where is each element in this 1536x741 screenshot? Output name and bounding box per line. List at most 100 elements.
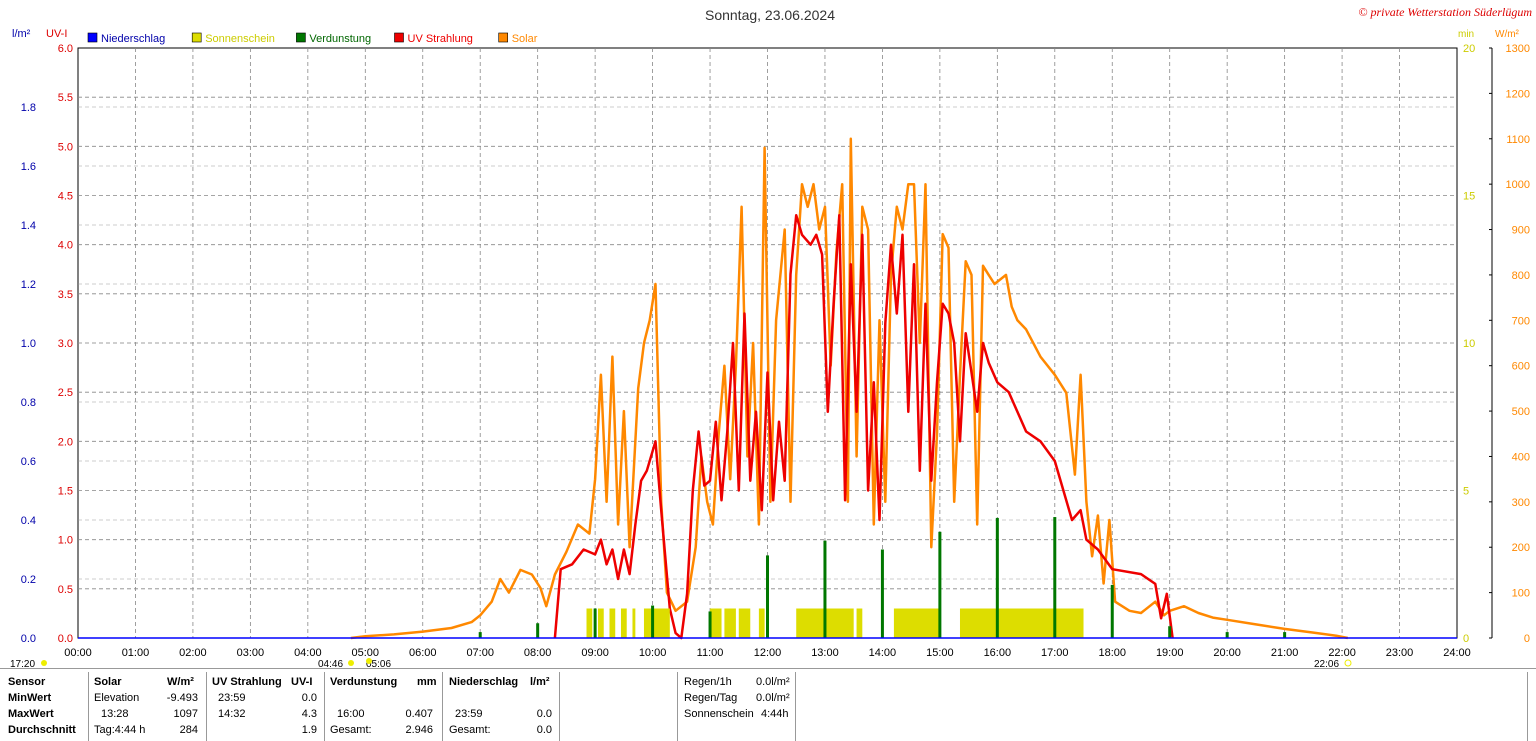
rain-tick-label: 1.8 <box>21 102 36 114</box>
summary-rain-hour-label: Regen/1h <box>684 676 732 688</box>
x-tick-label: 09:00 <box>581 647 609 659</box>
uv-tick-label: 6.0 <box>58 43 73 55</box>
x-tick-label: 15:00 <box>926 647 954 659</box>
solar-tick-label: 0 <box>1524 633 1530 645</box>
header-uv-unit: UV-I <box>291 676 313 688</box>
sunshine-bar <box>586 608 593 638</box>
rain-tick-label: 0.8 <box>21 397 36 409</box>
uv-tick-label: 2.5 <box>58 387 73 399</box>
row-avg-label: Durchschnitt <box>8 724 76 736</box>
row-max-solar-val: 1097 <box>173 708 198 720</box>
evaporation-bar <box>1053 517 1057 638</box>
solar-tick-label: 700 <box>1512 315 1530 327</box>
x-tick-label: 20:00 <box>1213 647 1241 659</box>
evaporation-bar <box>536 623 540 638</box>
x-tick-label: 21:00 <box>1271 647 1299 659</box>
legend-label: Sonnenschein <box>205 33 275 45</box>
table-sep <box>206 672 207 741</box>
legend-swatch <box>498 32 509 43</box>
evaporation-bar <box>880 549 884 638</box>
table-sep <box>559 672 560 741</box>
summary-rain-day-value: 0.0l/m² <box>756 692 790 704</box>
row-max-rain-time: 23:59 <box>455 708 483 720</box>
x-tick-label: 24:00 <box>1443 647 1471 659</box>
header-solar: Solar <box>94 676 122 688</box>
row-max-evap-val: 0.407 <box>405 708 433 720</box>
rain-tick-label: 0.2 <box>21 574 36 586</box>
solar-tick-label: 500 <box>1512 406 1530 418</box>
evaporation-bar <box>766 555 769 638</box>
sunshine-bar <box>893 608 940 638</box>
sunshine-bar <box>597 608 604 638</box>
x-tick-label: 12:00 <box>754 647 782 659</box>
legend-swatch <box>191 32 202 43</box>
x-tick-label: 07:00 <box>466 647 494 659</box>
solar-line <box>350 137 1349 640</box>
header-uv: UV Strahlung <box>212 676 282 688</box>
row-avg-evap-time: Gesamt: <box>330 724 372 736</box>
left-sun-icon <box>41 660 47 666</box>
header-solar-unit: W/m² <box>167 676 194 688</box>
rain-tick-label: 1.2 <box>21 279 36 291</box>
solar-tick-label: 600 <box>1512 361 1530 373</box>
unit-solar: W/m² <box>1495 29 1520 40</box>
summary-rain-hour-value: 0.0l/m² <box>756 676 790 688</box>
unit-uv: UV-I <box>46 28 67 40</box>
x-tick-label: 04:00 <box>294 647 322 659</box>
sunrise-sun-icon <box>348 660 354 666</box>
uv-tick-label: 0.5 <box>58 584 73 596</box>
x-tick-label: 22:00 <box>1328 647 1356 659</box>
row-max-label: MaxWert <box>8 708 54 720</box>
uv-tick-label: 5.5 <box>58 92 73 104</box>
mid-sun-icon <box>366 658 372 664</box>
table-sep <box>795 672 796 741</box>
row-avg-evap-val: 2.946 <box>405 724 433 736</box>
table-sep <box>88 672 89 741</box>
evaporation-bar <box>938 531 942 638</box>
legend-swatch <box>87 32 98 43</box>
evaporation-bar <box>1283 632 1287 638</box>
uv-line <box>553 213 1174 640</box>
summary-sunshine-label: Sonnenschein <box>684 708 754 720</box>
row-max-solar-time: 13:28 <box>101 708 129 720</box>
left-time-label: 17:20 <box>10 659 35 668</box>
evaporation-bar <box>823 540 827 638</box>
row-min-uv-val: 0.0 <box>301 692 317 704</box>
sunshine-bar <box>758 608 765 638</box>
rain-tick-label: 0.0 <box>21 633 36 645</box>
x-tick-label: 01:00 <box>122 647 150 659</box>
weather-chart: Sonntag, 23.06.2024 © private Wetterstat… <box>10 5 1532 668</box>
sunset-label: 22:06 <box>1314 659 1339 668</box>
sunrise-label: 04:46 <box>318 659 343 668</box>
sun-tick-label: 0 <box>1463 633 1469 645</box>
row-min-solar-time: Elevation <box>94 692 140 704</box>
sunshine-bar <box>856 608 863 638</box>
solar-tick-label: 800 <box>1512 270 1530 282</box>
chart-marks <box>78 137 1457 640</box>
table-sep <box>1527 672 1528 741</box>
legend-swatch <box>296 32 306 43</box>
sunshine-bar <box>738 608 751 638</box>
table-divider <box>0 668 1536 669</box>
x-tick-label: 13:00 <box>811 647 839 659</box>
header-evap-unit: mm <box>417 676 437 688</box>
evaporation-bar <box>478 632 482 638</box>
header-sensor: Sensor <box>8 676 46 688</box>
x-tick-label: 14:00 <box>869 647 897 659</box>
sunset-sun-icon <box>1344 659 1352 667</box>
header-rain: Niederschlag <box>449 676 519 688</box>
copyright-text: © private Wetterstation Süderlügum <box>1358 5 1532 19</box>
uv-tick-label: 3.0 <box>58 338 73 350</box>
rain-tick-label: 0.4 <box>21 515 36 527</box>
solar-tick-label: 1300 <box>1506 43 1530 55</box>
evaporation-bar <box>1225 632 1229 638</box>
solar-tick-label: 1200 <box>1506 88 1530 100</box>
chart-axes: 00:00 01:00 02:00 03:00 04:00 05:00 06:00 07:00… <box>21 43 1530 659</box>
row-avg-solar-time: Tag:4:44 h <box>94 724 146 736</box>
row-min-label: MinWert <box>8 692 52 704</box>
row-min-uv-time: 23:59 <box>218 692 246 704</box>
unit-rain: l/m² <box>12 28 31 40</box>
sunshine-bar <box>959 608 1084 638</box>
chart-title: Sonntag, 23.06.2024 <box>705 7 835 23</box>
sunshine-bar <box>724 608 736 638</box>
